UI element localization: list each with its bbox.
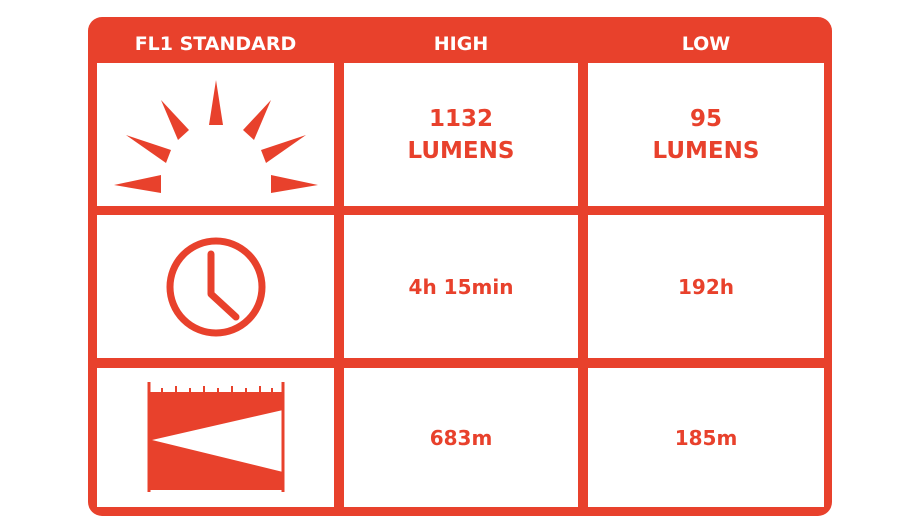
beam-distance-icon	[147, 382, 284, 492]
high-beam-distance: 683m	[344, 368, 578, 507]
high-lumens-value: 1132	[428, 105, 493, 132]
header-fl1-standard: FL1 STANDARD	[134, 33, 297, 55]
header-high: HIGH	[433, 33, 489, 55]
clock-icon	[166, 237, 265, 336]
high-lumens-unit: LUMENS	[407, 137, 515, 164]
low-beam-distance: 185m	[588, 368, 824, 507]
high-runtime: 4h 15min	[344, 215, 578, 358]
header-low: LOW	[681, 33, 731, 55]
low-lumens-value: 95	[689, 105, 722, 132]
light-output-icon-cell	[97, 63, 334, 206]
high-lumens: 1132 LUMENS	[344, 63, 578, 206]
sun-rays-icon	[113, 79, 318, 193]
low-runtime: 192h	[588, 215, 824, 358]
low-lumens-unit: LUMENS	[652, 137, 760, 164]
runtime-icon-cell	[97, 215, 334, 358]
beam-distance-icon-cell	[97, 368, 334, 507]
low-lumens: 95 LUMENS	[588, 63, 824, 206]
